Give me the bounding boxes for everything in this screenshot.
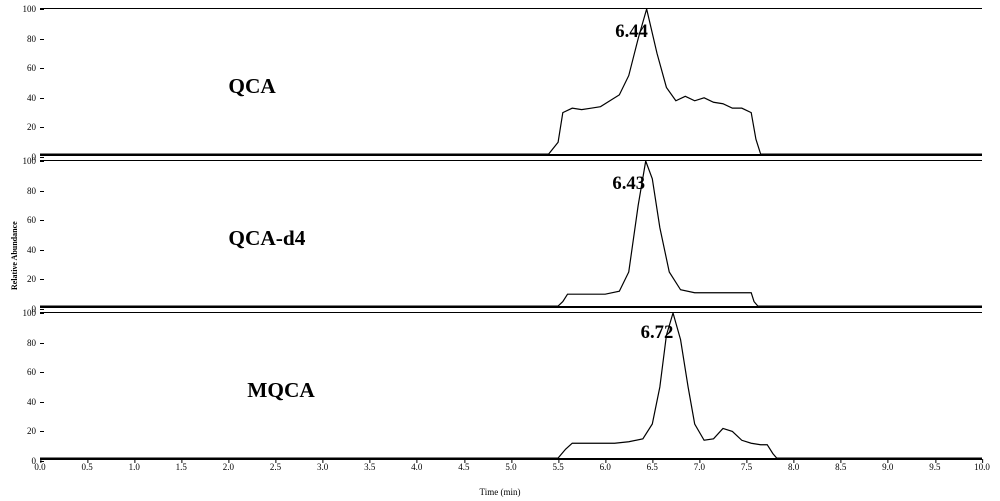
x-tick: 6.5	[647, 462, 658, 472]
x-tick: 8.5	[835, 462, 846, 472]
x-tick: 2.0	[223, 462, 234, 472]
compound-label: MQCA	[247, 378, 315, 403]
x-tick: 1.5	[176, 462, 187, 472]
y-tick: 80	[27, 34, 40, 44]
x-tick: 6.0	[600, 462, 611, 472]
y-tick: 40	[27, 397, 40, 407]
trace-line	[40, 313, 982, 461]
trace-line	[40, 161, 982, 309]
x-tick: 4.0	[411, 462, 422, 472]
chromatogram-figure: Relative Abundance 020406080100QCA6.4402…	[0, 0, 1000, 501]
x-tick: 0.5	[81, 462, 92, 472]
plot-area: 020406080100QCA-d46.43	[40, 160, 982, 308]
y-axis-label: Relative Abundance	[10, 221, 19, 290]
x-tick: 7.5	[741, 462, 752, 472]
peak-label: 6.72	[641, 322, 674, 344]
x-tick: 5.0	[505, 462, 516, 472]
panel-qca-d4: 020406080100QCA-d46.43	[40, 160, 982, 308]
peak-label: 6.44	[615, 21, 648, 43]
x-tick: 9.5	[929, 462, 940, 472]
y-tick: 60	[27, 215, 40, 225]
y-tick: 100	[23, 156, 41, 166]
x-tick: 3.0	[317, 462, 328, 472]
x-tick: 9.0	[882, 462, 893, 472]
x-tick: 1.0	[129, 462, 140, 472]
panel-qca: 020406080100QCA6.44	[40, 8, 982, 156]
y-tick: 40	[27, 93, 40, 103]
peak-label: 6.43	[612, 173, 645, 195]
y-tick: 20	[27, 426, 40, 436]
x-tick: 5.5	[552, 462, 563, 472]
y-tick: 20	[27, 274, 40, 284]
compound-label: QCA	[228, 74, 275, 99]
plot-area: 020406080100QCA6.44	[40, 8, 982, 156]
x-tick: 3.5	[364, 462, 375, 472]
y-tick: 100	[23, 4, 41, 14]
x-tick: 10.0	[974, 462, 990, 472]
y-tick: 80	[27, 186, 40, 196]
panel-mqca: 020406080100MQCA6.720.00.51.01.52.02.53.…	[40, 312, 982, 460]
y-tick: 60	[27, 367, 40, 377]
x-tick: 7.0	[694, 462, 705, 472]
y-tick: 40	[27, 245, 40, 255]
plot-area: 020406080100MQCA6.720.00.51.01.52.02.53.…	[40, 312, 982, 460]
x-tick: 8.0	[788, 462, 799, 472]
y-tick: 80	[27, 338, 40, 348]
compound-label: QCA-d4	[228, 226, 305, 251]
x-tick: 0.0	[34, 462, 45, 472]
y-tick: 20	[27, 122, 40, 132]
trace-line	[40, 9, 982, 157]
x-tick: 2.5	[270, 462, 281, 472]
x-tick: 4.5	[458, 462, 469, 472]
y-tick: 100	[23, 308, 41, 318]
x-axis-label: Time (min)	[480, 487, 521, 497]
y-tick: 60	[27, 63, 40, 73]
